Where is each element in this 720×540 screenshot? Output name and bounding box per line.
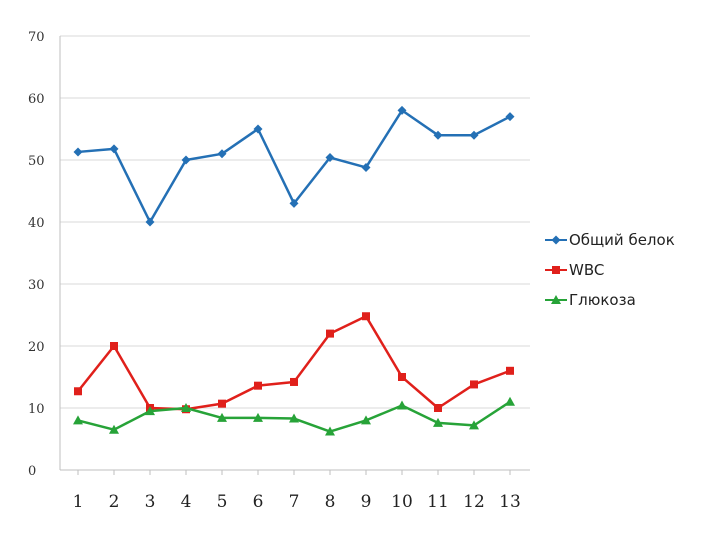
data-point (289, 413, 299, 423)
x-tick-label: 7 (289, 492, 300, 512)
series-line (77, 314, 511, 411)
legend-label: Глюкоза (569, 291, 636, 309)
y-tick-label: 60 (28, 92, 45, 107)
legend-marker (552, 266, 560, 274)
x-tick-label: 1 (73, 492, 84, 512)
data-point (289, 198, 299, 208)
data-point (217, 149, 227, 159)
y-tick-label: 70 (28, 30, 45, 45)
data-point (505, 112, 515, 122)
data-point (506, 366, 514, 375)
data-point (181, 403, 191, 412)
data-point (109, 144, 119, 154)
data-point (181, 155, 191, 165)
series-2 (73, 396, 515, 436)
y-tick-label: 0 (28, 464, 36, 479)
data-point (109, 424, 119, 434)
data-point (253, 412, 263, 422)
data-point (218, 399, 226, 408)
series-lines (73, 105, 515, 436)
y-tick-label: 40 (28, 216, 45, 231)
y-axis-ticks: 0 10 20 30 40 50 60 70 (28, 30, 45, 479)
x-tick-label: 5 (217, 492, 228, 512)
data-point (361, 162, 371, 172)
legend-marker (551, 295, 561, 304)
x-tick-label: 9 (361, 492, 372, 512)
gridlines (59, 35, 530, 471)
data-point (326, 329, 334, 338)
data-point (434, 404, 442, 412)
data-point (469, 130, 479, 140)
data-point (290, 377, 298, 386)
data-point (361, 415, 371, 425)
data-point (398, 373, 406, 381)
y-tick-label: 20 (28, 340, 45, 355)
data-point (253, 124, 263, 134)
data-point (145, 217, 155, 227)
data-point (145, 406, 155, 416)
data-point (433, 130, 443, 140)
legend-item: WBC (545, 261, 604, 279)
y-tick-label: 30 (28, 278, 45, 293)
data-point (433, 417, 443, 427)
data-point (397, 105, 407, 115)
x-tick-label: 12 (463, 492, 485, 512)
x-tick-label: 10 (391, 492, 413, 512)
data-point (73, 147, 83, 157)
y-tick-label: 50 (28, 154, 45, 169)
x-tick-label: 8 (325, 492, 336, 512)
data-point (362, 312, 370, 321)
legend-item: Общий белок (545, 231, 675, 249)
x-tick-label: 2 (109, 492, 120, 512)
x-tick-label: 6 (253, 492, 264, 512)
x-axis-ticks: 1 2 3 4 5 6 7 8 9 10 11 12 13 (73, 470, 521, 512)
x-tick-label: 3 (145, 492, 156, 512)
data-point (254, 381, 262, 390)
legend-item: Глюкоза (545, 291, 636, 309)
data-point (469, 420, 479, 430)
data-point (325, 426, 335, 436)
data-point (73, 415, 83, 425)
data-point (470, 380, 478, 389)
series-1 (74, 312, 514, 414)
data-point (505, 396, 515, 406)
legend-marker (551, 235, 561, 245)
legend: Общий белок WBC Глюкоза (545, 231, 675, 309)
legend-label: WBC (569, 261, 604, 279)
x-tick-label: 4 (181, 492, 192, 512)
data-point (325, 153, 335, 163)
y-tick-label: 10 (28, 402, 45, 417)
data-point (217, 412, 227, 422)
data-point (74, 387, 82, 396)
data-point (110, 342, 118, 350)
series-0 (73, 105, 515, 227)
x-tick-label: 13 (499, 492, 521, 512)
x-tick-label: 11 (427, 492, 449, 512)
data-point (397, 400, 407, 410)
legend-label: Общий белок (569, 231, 675, 249)
